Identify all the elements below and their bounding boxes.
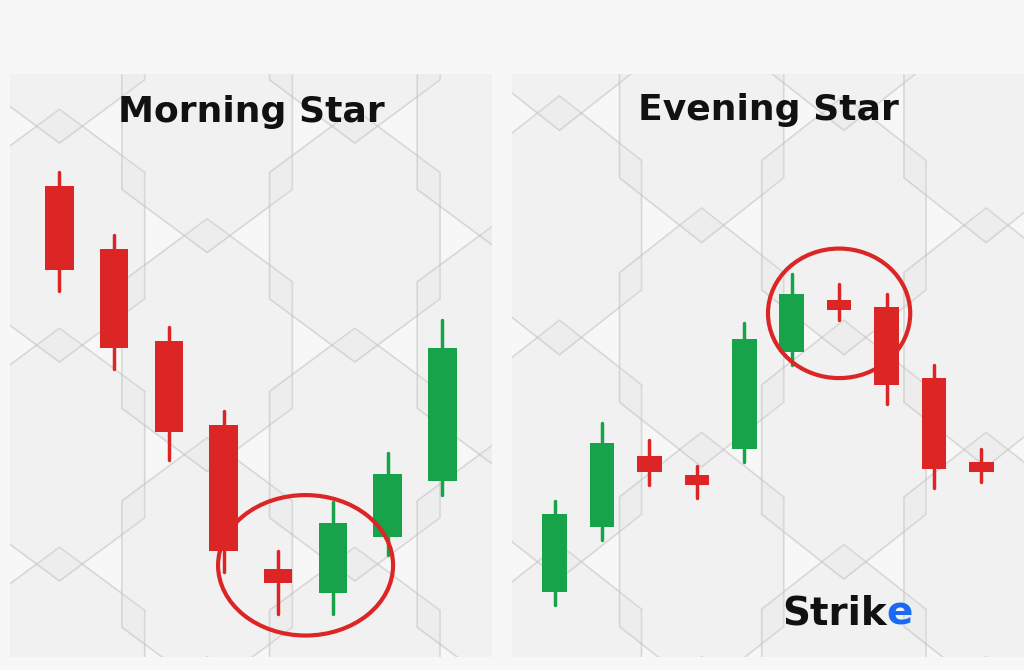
Polygon shape	[269, 547, 440, 670]
Polygon shape	[122, 218, 293, 472]
Bar	[732, 339, 757, 450]
Bar	[100, 249, 128, 348]
Bar	[637, 456, 662, 472]
Polygon shape	[762, 545, 926, 670]
Polygon shape	[417, 0, 588, 253]
Polygon shape	[565, 328, 735, 581]
Polygon shape	[620, 208, 783, 467]
Bar	[45, 186, 74, 270]
Bar	[264, 569, 293, 583]
Polygon shape	[565, 547, 735, 670]
Polygon shape	[904, 657, 1024, 670]
Bar	[318, 523, 347, 594]
Bar	[874, 307, 899, 385]
Bar	[209, 425, 238, 551]
Bar	[155, 340, 183, 432]
Polygon shape	[477, 545, 641, 670]
Text: Strik: Strik	[782, 594, 887, 632]
Polygon shape	[477, 320, 641, 579]
Polygon shape	[122, 657, 293, 670]
Polygon shape	[417, 218, 588, 472]
Polygon shape	[477, 96, 641, 355]
Bar	[590, 443, 614, 527]
Polygon shape	[904, 432, 1024, 670]
Polygon shape	[417, 657, 588, 670]
Polygon shape	[565, 0, 735, 143]
Polygon shape	[122, 0, 293, 34]
Polygon shape	[762, 0, 926, 131]
Polygon shape	[565, 109, 735, 362]
Polygon shape	[904, 0, 1024, 243]
Polygon shape	[0, 109, 144, 362]
Polygon shape	[0, 328, 144, 581]
Polygon shape	[417, 438, 588, 670]
Polygon shape	[269, 109, 440, 362]
Polygon shape	[0, 547, 144, 670]
Polygon shape	[762, 96, 926, 355]
Bar	[969, 462, 993, 472]
Bar	[922, 378, 946, 469]
Bar	[543, 514, 567, 592]
Text: e: e	[887, 594, 913, 632]
Polygon shape	[620, 657, 783, 670]
Polygon shape	[335, 657, 500, 670]
Bar	[779, 294, 804, 352]
Polygon shape	[417, 0, 588, 34]
Bar	[685, 475, 710, 485]
Polygon shape	[269, 328, 440, 581]
Polygon shape	[269, 0, 440, 143]
Polygon shape	[0, 0, 144, 143]
Bar	[428, 348, 457, 481]
Polygon shape	[335, 0, 500, 18]
Text: Evening Star: Evening Star	[638, 93, 898, 127]
Polygon shape	[122, 438, 293, 670]
Polygon shape	[477, 0, 641, 131]
Bar	[374, 474, 401, 537]
Polygon shape	[620, 432, 783, 670]
Polygon shape	[335, 0, 500, 243]
Text: Morning Star: Morning Star	[118, 94, 384, 129]
Polygon shape	[904, 0, 1024, 18]
Polygon shape	[762, 320, 926, 579]
Bar	[826, 300, 851, 310]
Polygon shape	[335, 208, 500, 467]
Polygon shape	[620, 0, 783, 18]
Polygon shape	[904, 208, 1024, 467]
Polygon shape	[335, 432, 500, 670]
Polygon shape	[620, 0, 783, 243]
Polygon shape	[122, 0, 293, 253]
